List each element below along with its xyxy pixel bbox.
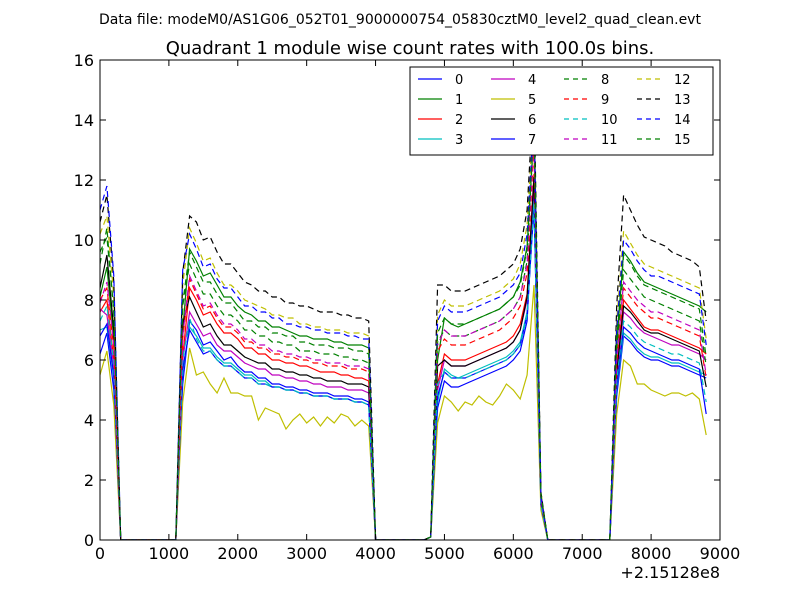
- legend-label-1: 1: [455, 93, 463, 108]
- series-line-6: [100, 176, 707, 540]
- axis-ticks: 0 1000 2000 3000 4000 5000 6000 7000 8000 9000 0 2 4…: [74, 51, 741, 563]
- legend-label-5: 5: [528, 93, 536, 108]
- x-tick-label: 4000: [355, 544, 396, 563]
- series-line-3: [100, 200, 707, 540]
- x-tick-label: 1000: [149, 544, 190, 563]
- legend-label-15: 15: [674, 133, 691, 148]
- y-tick-label: 14: [74, 111, 94, 130]
- series-layer: [100, 86, 707, 540]
- y-tick-label: 6: [84, 351, 94, 370]
- legend-label-0: 0: [455, 73, 463, 88]
- x-tick-label: 3000: [286, 544, 327, 563]
- y-tick-label: 8: [84, 291, 94, 310]
- x-tick-label: 7000: [562, 544, 603, 563]
- series-line-4: [100, 179, 707, 540]
- y-tick-label: 4: [84, 411, 94, 430]
- series-line-15: [100, 122, 707, 540]
- legend-label-14: 14: [674, 113, 691, 128]
- x-tick-label: 2000: [217, 544, 258, 563]
- series-line-7: [100, 206, 707, 540]
- y-tick-label: 12: [74, 171, 94, 190]
- legend-label-7: 7: [528, 133, 536, 148]
- legend-label-6: 6: [528, 113, 536, 128]
- x-tick-label: 0: [95, 544, 105, 563]
- legend-label-12: 12: [674, 73, 691, 88]
- y-tick-label: 16: [74, 51, 94, 70]
- series-line-9: [100, 146, 707, 540]
- series-line-2: [100, 173, 707, 540]
- series-line-12: [100, 104, 707, 540]
- legend-frame: [409, 66, 714, 156]
- legend-label-10: 10: [601, 113, 618, 128]
- y-tick-label: 0: [84, 531, 94, 550]
- legend-label-11: 11: [601, 133, 618, 148]
- legend-label-8: 8: [601, 73, 609, 88]
- x-tick-label: 5000: [424, 544, 465, 563]
- chart-title: Quadrant 1 module wise count rates with …: [166, 38, 655, 59]
- x-tick-label: 8000: [631, 544, 672, 563]
- x-offset-label: +2.15128e8: [620, 563, 720, 582]
- series-line-1: [100, 131, 707, 540]
- series-line-14: [100, 113, 707, 540]
- legend-label-13: 13: [674, 93, 691, 108]
- y-tick-label: 10: [74, 231, 94, 250]
- series-line-5: [100, 284, 707, 540]
- legend-label-9: 9: [601, 93, 609, 108]
- y-tick-label: 2: [84, 471, 94, 490]
- series-line-0: [100, 191, 707, 540]
- x-tick-label: 9000: [700, 544, 741, 563]
- series-line-13: [100, 86, 707, 540]
- series-line-10: [100, 203, 707, 540]
- plot-frame: [99, 59, 721, 541]
- legend-label-2: 2: [455, 113, 463, 128]
- legend-label-4: 4: [528, 73, 536, 88]
- legend-label-3: 3: [455, 133, 463, 148]
- x-tick-label: 6000: [493, 544, 534, 563]
- suptitle: Data file: modeM0/AS1G06_052T01_90000007…: [99, 12, 701, 28]
